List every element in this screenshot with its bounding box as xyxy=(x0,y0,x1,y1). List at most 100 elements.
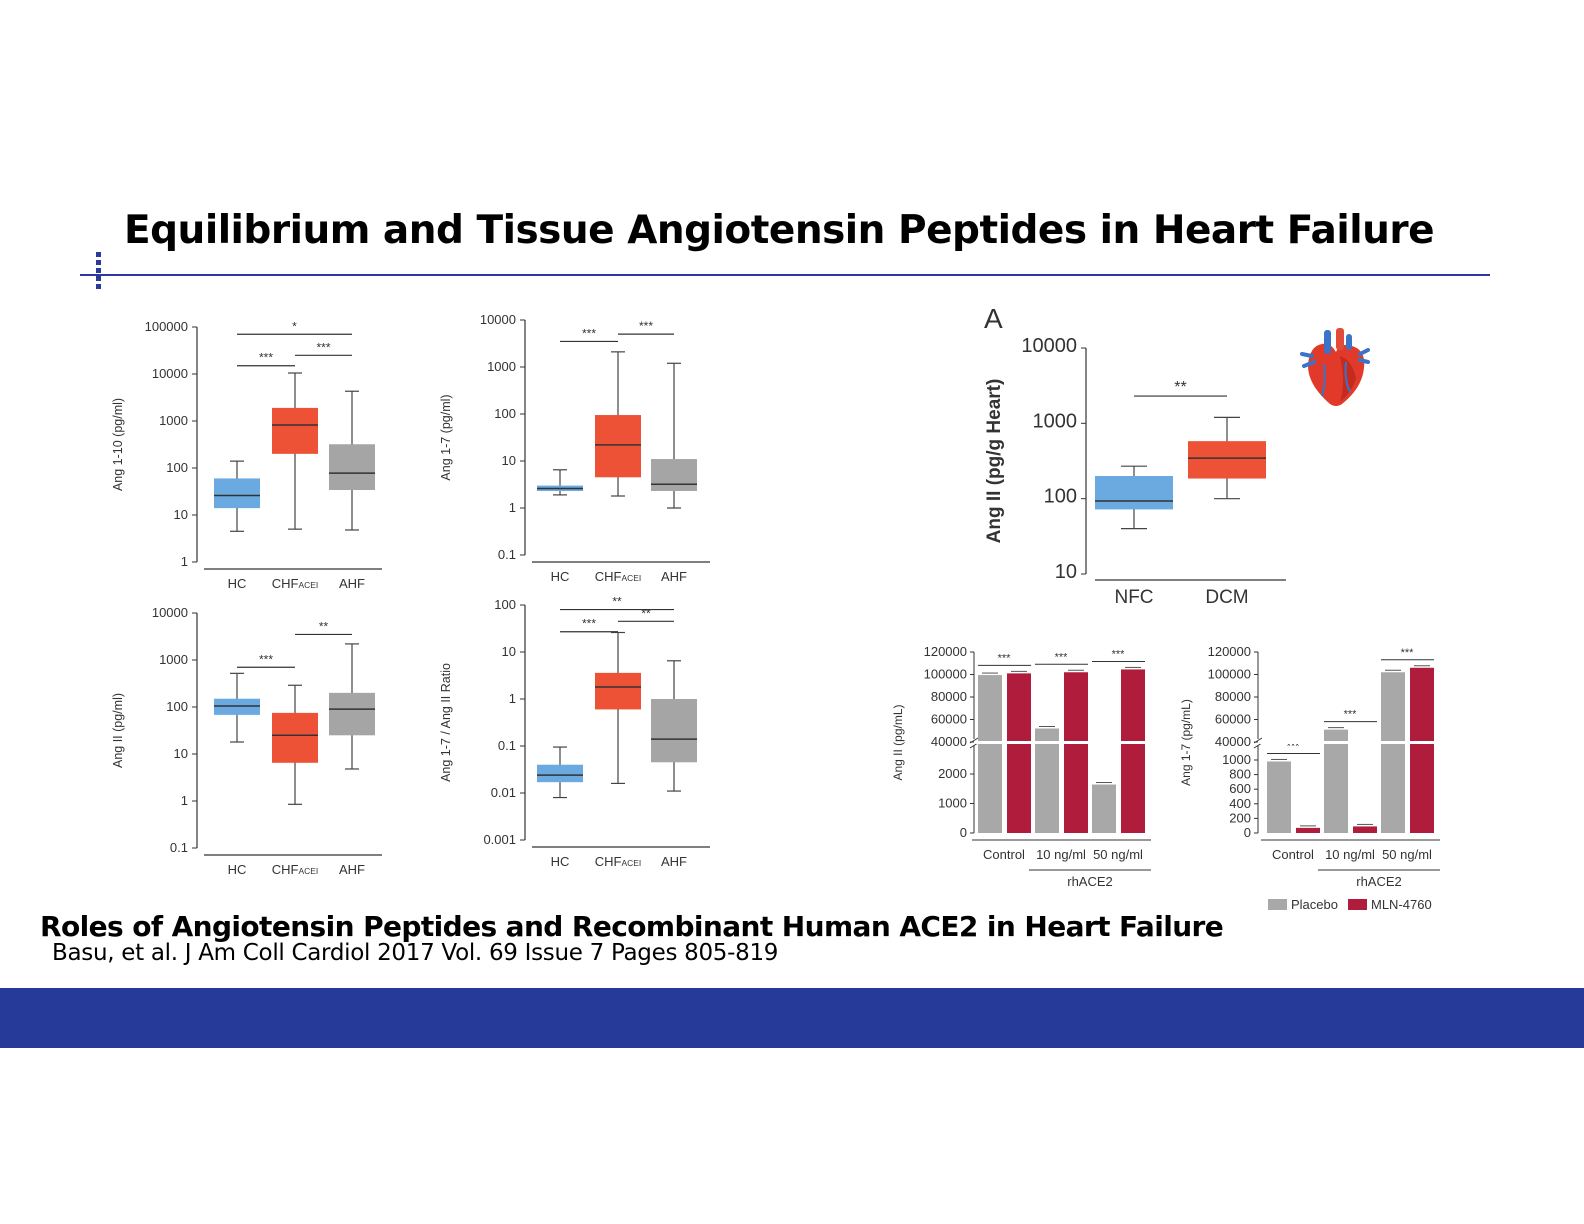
y-axis-label: Ang II (pg/ml) xyxy=(111,693,125,768)
y-tick-label: 10 xyxy=(1055,561,1077,583)
legend-swatch xyxy=(1348,899,1367,910)
y-tick-label: 1000 xyxy=(1033,410,1078,432)
significance-label: *** xyxy=(259,351,273,365)
y-tick-label: 100000 xyxy=(924,667,967,682)
y-tick-label: 1 xyxy=(509,500,516,515)
significance-label: *** xyxy=(259,652,273,666)
category-subscript: ACEI xyxy=(622,858,642,868)
box-chart-ratio: 0.001 0.01 0.1 1 10 100 Ang 1-7 / Ang II Ratio… xyxy=(439,595,710,869)
significance-label: *** xyxy=(998,652,1012,664)
category-label: AHF xyxy=(661,854,687,869)
box xyxy=(214,698,260,715)
box xyxy=(651,459,697,491)
y-tick-label: 60000 xyxy=(931,712,967,727)
category-subscript: ACEI xyxy=(299,866,319,876)
y-tick-label: 120000 xyxy=(1208,644,1251,659)
bar xyxy=(1092,784,1116,833)
category-label: Control xyxy=(1272,847,1314,862)
category-label: 50 ng/ml xyxy=(1093,847,1143,862)
y-tick-label: 1000 xyxy=(159,413,188,428)
box xyxy=(1188,441,1266,479)
box xyxy=(595,415,641,478)
y-tick-label: 40000 xyxy=(931,734,967,749)
bar xyxy=(1267,761,1291,833)
category-label: CHFACEI xyxy=(272,862,318,877)
category-label: CHFACEI xyxy=(272,576,318,591)
citation: Basu, et al. J Am Coll Cardiol 2017 Vol.… xyxy=(52,940,779,966)
significance-label: *** xyxy=(582,326,596,340)
panel-label: A xyxy=(984,303,1003,334)
y-tick-label: 80000 xyxy=(1215,689,1251,704)
significance-label: ** xyxy=(319,619,329,633)
bar xyxy=(1353,826,1377,833)
y-tick-label: 1000 xyxy=(487,359,516,374)
y-tick-label: 0.01 xyxy=(491,785,516,800)
y-tick-label: 10 xyxy=(174,507,188,522)
y-axis-label: Ang 1-7 (pg/ml) xyxy=(439,394,453,480)
title-rule xyxy=(80,274,1490,276)
y-tick-label: 100 xyxy=(1044,486,1077,508)
y-tick-label: 600 xyxy=(1229,781,1251,796)
y-tick-label: 400 xyxy=(1229,796,1251,811)
significance-label: *** xyxy=(316,340,330,354)
bar-chart-angii-rhace2: 0 1000 2000 40000 60000 80000 100000 120000 Ang … xyxy=(891,644,1154,889)
axis-break-gap xyxy=(976,741,1154,744)
anatomical-heart-icon xyxy=(1300,328,1370,406)
category-label: 10 ng/ml xyxy=(1036,847,1086,862)
y-tick-label: 10000 xyxy=(152,605,188,620)
axis-break-gap xyxy=(1260,741,1443,744)
category-label: 10 ng/ml xyxy=(1325,847,1375,862)
y-tick-label: 120000 xyxy=(924,644,967,659)
category-label: AHF xyxy=(661,569,687,584)
box xyxy=(537,764,583,783)
bar xyxy=(978,675,1002,833)
group-label: rhACE2 xyxy=(1356,874,1402,889)
y-tick-label: 800 xyxy=(1229,767,1251,782)
box-chart-angii: 0.1 1 10 100 1000 10000 Ang II (pg/ml) HC CHFACE… xyxy=(111,605,382,877)
box xyxy=(272,712,318,763)
significance-label: ** xyxy=(1174,379,1186,396)
category-subscript: ACEI xyxy=(622,573,642,583)
box-chart-ang110: 1 10 100 1000 10000 100000 Ang 1-10 (pg/ml) HC C… xyxy=(111,319,382,591)
bar xyxy=(1121,669,1145,833)
legend-label: Placebo xyxy=(1291,897,1338,912)
y-tick-label: 0.1 xyxy=(498,547,516,562)
y-tick-label: 10000 xyxy=(152,366,188,381)
box xyxy=(214,478,260,509)
box xyxy=(329,444,375,491)
y-tick-label: 2000 xyxy=(938,766,967,781)
y-axis-label: Ang II (pg/mL) xyxy=(891,704,905,780)
significance-label: *** xyxy=(582,617,596,631)
significance-label: *** xyxy=(1055,651,1069,663)
figure-source-title: Roles of Angiotensin Peptides and Recomb… xyxy=(40,910,1224,943)
y-tick-label: 1000 xyxy=(938,796,967,811)
y-tick-label: 100 xyxy=(494,597,516,612)
y-tick-label: 60000 xyxy=(1215,712,1251,727)
category-label: HC xyxy=(551,854,570,869)
y-tick-label: 1 xyxy=(509,691,516,706)
group-label: rhACE2 xyxy=(1067,874,1113,889)
footer-band xyxy=(0,988,1584,1048)
box-chart-heart-angii: 10 100 1000 10000 Ang II (pg/g Heart) NFC DCM *… xyxy=(984,303,1286,608)
bar xyxy=(1035,728,1059,833)
y-tick-label: 10 xyxy=(502,453,516,468)
y-tick-label: 40000 xyxy=(1215,734,1251,749)
y-tick-label: 100 xyxy=(166,460,188,475)
bar xyxy=(1007,673,1031,833)
y-tick-label: 200 xyxy=(1229,810,1251,825)
y-tick-label: 1000 xyxy=(1222,752,1251,767)
category-label: HC xyxy=(228,862,247,877)
category-label: AHF xyxy=(339,576,365,591)
significance-label: ** xyxy=(612,595,622,609)
y-tick-label: 0 xyxy=(960,825,967,840)
box xyxy=(595,672,641,710)
category-label: CHFACEI xyxy=(595,854,641,869)
bar xyxy=(1324,729,1348,833)
significance-label: * xyxy=(292,319,297,333)
bar xyxy=(1064,672,1088,833)
slide-title: Equilibrium and Tissue Angiotensin Pepti… xyxy=(124,208,1435,253)
y-axis-label: Ang II (pg/g Heart) xyxy=(984,379,1005,544)
bar xyxy=(1381,672,1405,833)
box xyxy=(329,692,375,736)
